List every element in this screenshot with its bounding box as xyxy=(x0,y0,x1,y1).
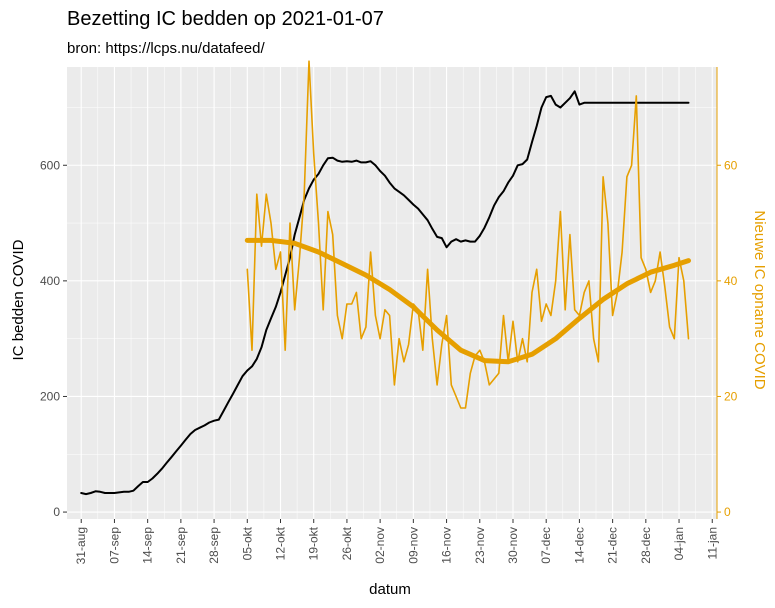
x-axis-title: datum xyxy=(369,581,411,598)
series-line-ic-beds xyxy=(80,90,690,496)
x-tick-label: 04-jan xyxy=(672,527,686,560)
x-tick-label: 07-dec xyxy=(539,527,553,564)
x-tick-label: 23-nov xyxy=(473,527,487,564)
x-tick-label: 19-okt xyxy=(307,526,321,560)
series-smooth-admissions xyxy=(244,237,691,365)
x-tick-label: 11-jan xyxy=(705,527,719,559)
y-tick-label: 400 xyxy=(40,274,60,288)
x-tick-label: 28-dec xyxy=(639,527,653,564)
x-tick-label: 05-okt xyxy=(240,526,254,560)
x-tick-label: 30-nov xyxy=(506,527,520,564)
series-line-admissions xyxy=(246,60,690,409)
y-tick-label: 200 xyxy=(40,389,60,403)
x-tick-label: 14-dec xyxy=(572,527,586,564)
y2-tick-label: 0 xyxy=(724,505,731,519)
x-tick-label: 07-sep xyxy=(107,527,121,564)
y2-axis-title: Nieuwe IC opname COVID xyxy=(751,210,768,389)
x-tick-label: 12-okt xyxy=(274,526,288,560)
chart-subtitle: bron: https://lcps.nu/datafeed/ xyxy=(67,40,265,57)
y2-tick-label: 40 xyxy=(724,274,738,288)
y-tick-label: 0 xyxy=(53,505,60,519)
x-tick-label: 28-sep xyxy=(207,527,221,564)
y-tick-label: 600 xyxy=(40,158,60,172)
series-group xyxy=(80,60,691,496)
x-tick-label: 21-dec xyxy=(606,527,620,564)
x-tick-label: 02-nov xyxy=(373,527,387,564)
x-tick-label: 09-nov xyxy=(406,527,420,564)
y2-tick-label: 20 xyxy=(724,389,738,403)
x-tick-label: 31-aug xyxy=(74,527,88,564)
x-tick-label: 16-nov xyxy=(440,527,454,564)
y2-tick-label: 60 xyxy=(724,158,738,172)
axes: 31-aug 07-sep 14-sep 21-sep 28-sep 05-okt 12-o… xyxy=(40,67,738,564)
x-tick-label: 14-sep xyxy=(141,527,155,564)
x-tick-label: 21-sep xyxy=(174,527,188,564)
chart-title: Bezetting IC bedden op 2021-01-07 xyxy=(67,8,384,30)
y-axis-title: IC bedden COVID xyxy=(10,239,27,360)
x-tick-label: 26-okt xyxy=(340,526,354,560)
